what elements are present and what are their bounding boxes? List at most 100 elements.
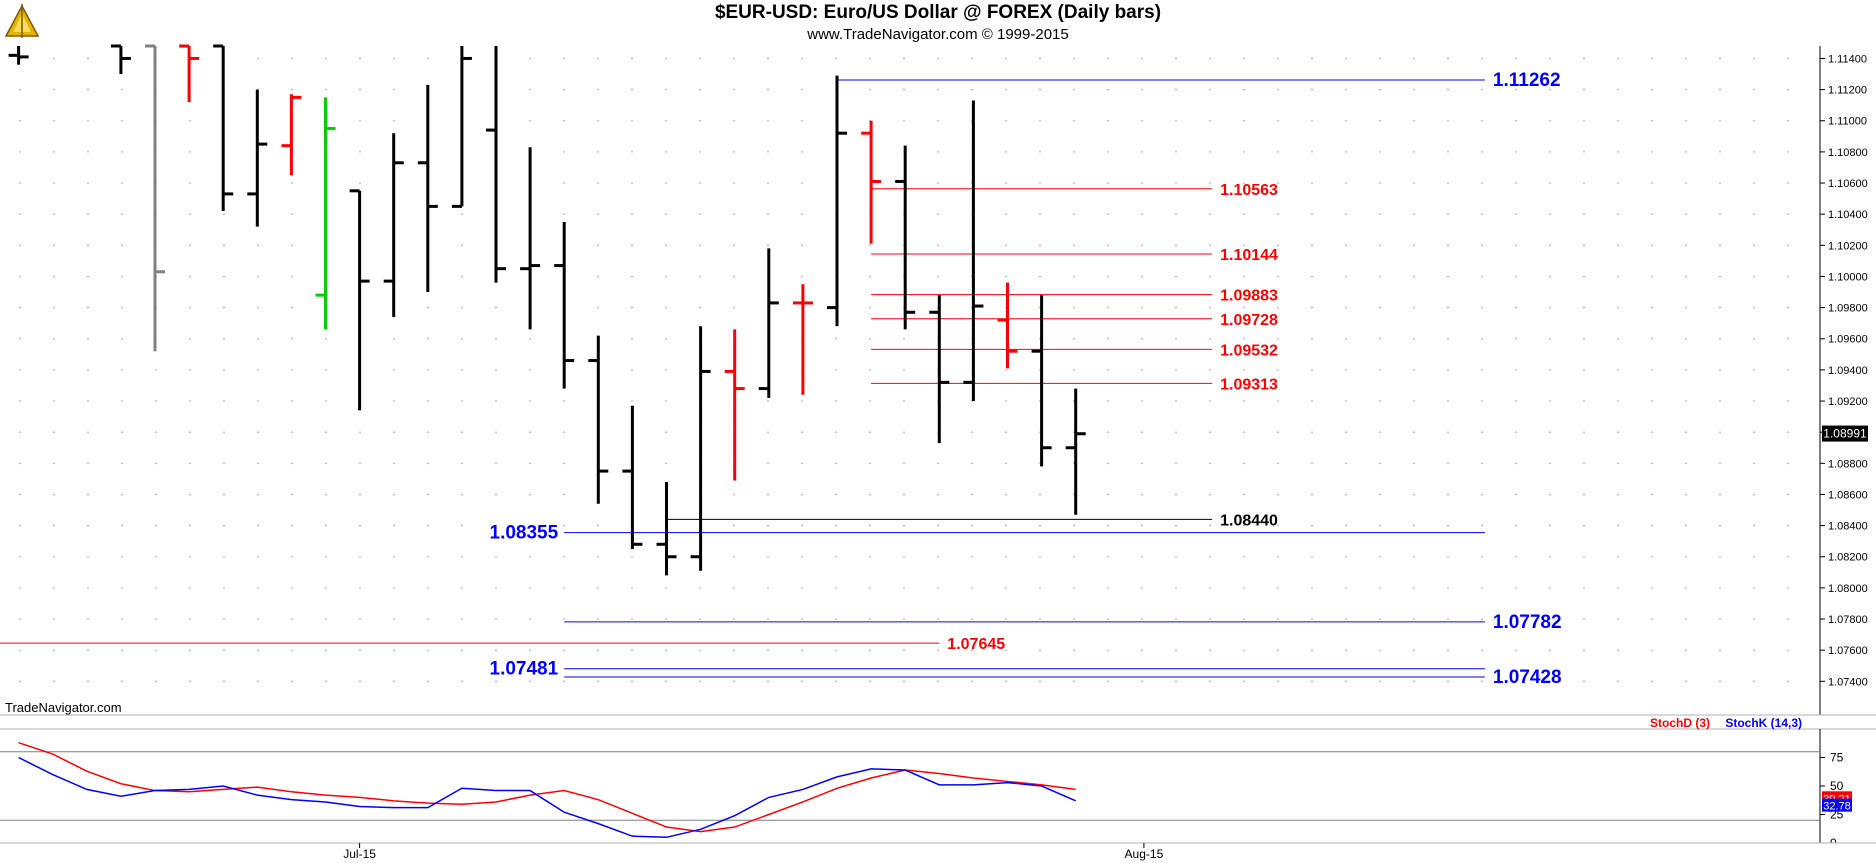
grid-dot [869, 88, 871, 91]
grid-dot [1175, 57, 1177, 60]
grid-dot [461, 369, 463, 371]
grid-dot [1651, 151, 1653, 153]
grid-dot [1583, 337, 1585, 340]
grid-dot [937, 275, 939, 278]
grid-dot [1413, 618, 1415, 620]
grid-dot [563, 493, 565, 496]
grid-dot [19, 524, 21, 527]
grid-dot [1039, 587, 1041, 589]
level-line-label: 1.08355 [490, 523, 559, 544]
grid-dot [835, 462, 837, 465]
grid-dot [1413, 431, 1415, 433]
grid-dot [1651, 275, 1653, 278]
grid-dot [801, 57, 803, 60]
grid-dot [19, 244, 21, 247]
grid-dot [631, 151, 633, 153]
grid-dot [1039, 275, 1041, 278]
grid-dot [597, 182, 599, 184]
grid-dot [1515, 119, 1517, 122]
grid-dot [1413, 524, 1415, 527]
grid-dot [1311, 337, 1313, 340]
grid-dot [1549, 57, 1551, 60]
grid-dot [1243, 244, 1245, 247]
grid-dot [733, 119, 735, 122]
grid-dot [1753, 524, 1755, 527]
grid-dot [801, 88, 803, 91]
grid-dot [53, 524, 55, 527]
grid-dot [359, 618, 361, 620]
grid-dot [1107, 524, 1109, 527]
grid-dot [1447, 680, 1449, 683]
grid-dot [291, 618, 293, 620]
grid-dot [1141, 587, 1143, 589]
grid-dot [1243, 275, 1245, 278]
grid-dot [325, 524, 327, 527]
grid-dot [1753, 151, 1755, 153]
grid-dot [1753, 493, 1755, 496]
grid-dot [1345, 88, 1347, 91]
price-tick-label: 1.11000 [1828, 116, 1867, 128]
grid-dot [1277, 431, 1279, 433]
grid-dot [1345, 680, 1347, 683]
grid-dot [1719, 57, 1721, 60]
grid-dot [597, 680, 599, 683]
grid-dot [189, 182, 191, 184]
grid-dot [903, 369, 905, 371]
grid-dot [1447, 88, 1449, 91]
grid-dot [393, 400, 395, 402]
grid-dot [563, 462, 565, 465]
grid-dot [733, 524, 735, 527]
grid-dot [1549, 369, 1551, 371]
grid-dot [1277, 337, 1279, 340]
ohlc-bar [451, 46, 472, 208]
grid-dot [53, 462, 55, 465]
grid-dot [733, 275, 735, 278]
grid-dot [53, 680, 55, 683]
grid-dot [1617, 431, 1619, 433]
grid-dot [1413, 275, 1415, 278]
grid-dot [1243, 493, 1245, 496]
grid-dot [1753, 369, 1755, 371]
grid-dot [1277, 587, 1279, 589]
grid-dot [1379, 649, 1381, 651]
grid-dot [1481, 618, 1483, 620]
grid-dot [835, 587, 837, 589]
grid-dot [121, 649, 123, 651]
grid-dot [1243, 431, 1245, 433]
grid-dot [1753, 306, 1755, 309]
grid-dot [597, 555, 599, 558]
grid-dot [971, 88, 973, 91]
grid-dot [223, 337, 225, 340]
grid-dot [1515, 57, 1517, 60]
grid-dot [291, 306, 293, 309]
grid-dot [597, 244, 599, 247]
grid-dot [53, 151, 55, 153]
last-price-marker: 1.08991 [1822, 425, 1868, 442]
grid-dot [53, 369, 55, 371]
grid-dot [1039, 524, 1041, 527]
grid-dot [1141, 57, 1143, 60]
grid-dot [189, 369, 191, 371]
grid-dot [427, 680, 429, 683]
ohlc-bar [8, 46, 29, 65]
grid-dot [1651, 337, 1653, 340]
grid-dot [1719, 88, 1721, 91]
price-tick-label: 1.09600 [1828, 334, 1868, 346]
grid-dot [1243, 462, 1245, 465]
grid-dot [1005, 369, 1007, 371]
grid-dot [1685, 618, 1687, 620]
grid-dot [1549, 182, 1551, 184]
grid-dot [1583, 244, 1585, 247]
grid-dot [1651, 587, 1653, 589]
grid-dot [1617, 275, 1619, 278]
grid-dot [1651, 555, 1653, 558]
grid-dot [1447, 493, 1449, 496]
grid-dot [767, 431, 769, 433]
grid-dot [1685, 182, 1687, 184]
grid-dot [631, 275, 633, 278]
grid-dot [1787, 275, 1789, 278]
grid-dot [631, 306, 633, 309]
grid-dot [1753, 587, 1755, 589]
grid-dot [1617, 337, 1619, 340]
grid-dot [1107, 151, 1109, 153]
